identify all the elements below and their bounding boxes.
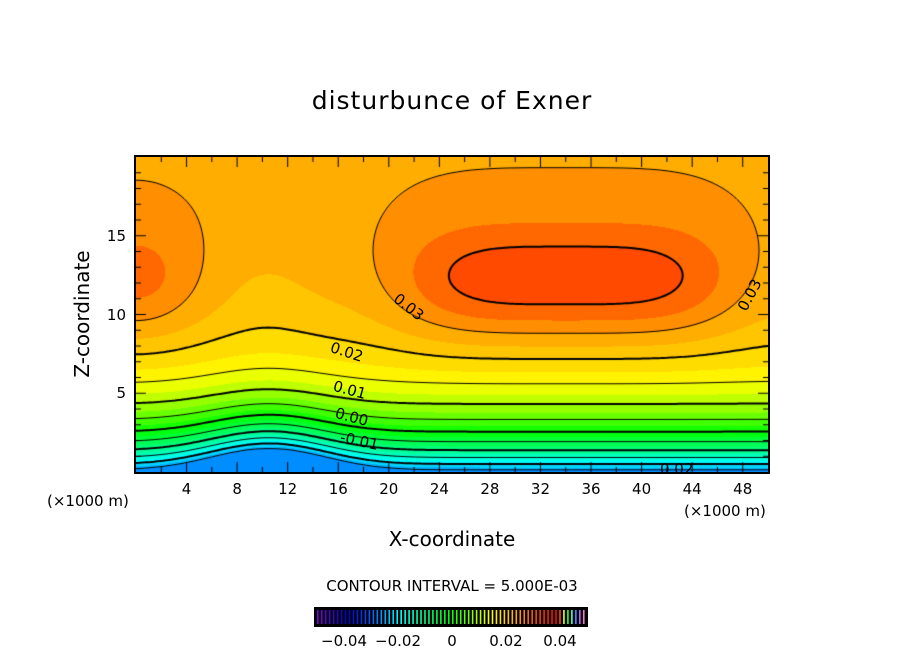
contour-label: 0.02 <box>660 460 694 478</box>
colorbar-swatch <box>416 610 418 624</box>
x-tick-label: 16 <box>328 480 348 498</box>
colorbar-swatch <box>471 610 474 624</box>
chart-title: disturbunce of Exner <box>311 86 593 115</box>
colorbar-swatch <box>396 610 398 624</box>
colorbar-swatch <box>420 610 422 624</box>
colorbar-tick-label: 0.04 <box>543 632 577 650</box>
x-tick-label: 24 <box>429 480 449 498</box>
x-unit-right: (×1000 m) <box>684 502 766 520</box>
colorbar-swatch <box>348 610 351 624</box>
colorbar-swatch <box>408 610 410 624</box>
colorbar-swatch <box>388 610 391 624</box>
colorbar-swatch <box>372 610 375 624</box>
colorbar-swatch <box>551 610 553 624</box>
colorbar-swatch <box>324 610 327 624</box>
colorbar-swatch <box>575 610 577 624</box>
colorbar-swatch <box>344 610 347 624</box>
colorbar-swatch <box>451 610 454 624</box>
colorbar-swatch <box>440 610 442 624</box>
colorbar-swatch <box>448 610 450 624</box>
colorbar-swatch <box>543 610 545 624</box>
colorbar-tick-label: −0.02 <box>375 632 421 650</box>
y-tick-label: 15 <box>106 226 126 245</box>
colorbar-swatch <box>535 610 537 624</box>
colorbar-swatch <box>360 610 363 624</box>
colorbar-swatch <box>523 610 526 624</box>
colorbar-swatch <box>392 610 395 624</box>
x-tick-label: 36 <box>581 480 601 498</box>
colorbar-swatch <box>432 610 434 624</box>
x-tick-label: 8 <box>232 480 242 498</box>
colorbar-tick-label: 0.02 <box>489 632 523 650</box>
x-tick-label: 4 <box>181 480 192 498</box>
x-tick-label: 40 <box>632 480 652 498</box>
colorbar-swatch <box>467 610 470 624</box>
colorbar-swatch <box>463 610 466 624</box>
colorbar-swatch <box>582 610 585 624</box>
colorbar-swatch <box>515 610 518 624</box>
colorbar-swatch <box>364 610 367 624</box>
x-tick-label: 44 <box>682 480 702 498</box>
colorbar-swatch <box>571 610 573 624</box>
colorbar-swatch <box>579 610 581 624</box>
y-axis-label: Z-coordinate <box>70 250 94 378</box>
colorbar-swatch <box>487 610 490 624</box>
colorbar-swatch <box>503 610 506 624</box>
colorbar-swatch <box>428 610 430 624</box>
x-tick-label: 28 <box>480 480 500 498</box>
colorbar-swatch <box>547 610 549 624</box>
x-axis-label: X-coordinate <box>388 527 516 551</box>
colorbar-swatch <box>336 610 339 624</box>
colorbar-swatch <box>555 610 557 624</box>
x-tick-label: 48 <box>733 480 753 498</box>
contour-field <box>136 157 768 472</box>
colorbar-swatch <box>332 610 335 624</box>
x-tick-label: 20 <box>379 480 399 498</box>
colorbar-swatch <box>380 610 383 624</box>
colorbar-swatch <box>404 610 406 624</box>
colorbar-swatch <box>479 610 482 624</box>
y-tick-label: 10 <box>106 305 126 324</box>
x-unit-left: (×1000 m) <box>47 492 129 510</box>
colorbar-swatch <box>567 610 569 624</box>
colorbar-swatch <box>455 610 458 624</box>
colorbar-swatch <box>539 610 541 624</box>
colorbar-swatch <box>376 610 379 624</box>
colorbar-swatch <box>328 610 331 624</box>
y-tick-label: 5 <box>116 384 126 403</box>
colorbar-swatch <box>340 610 343 624</box>
colorbar-frame <box>314 607 588 627</box>
colorbar-swatch <box>424 610 426 624</box>
colorbar-swatch <box>412 610 414 624</box>
colorbar-swatch <box>320 610 323 624</box>
colorbar-swatch <box>475 610 478 624</box>
colorbar-swatch <box>384 610 387 624</box>
colorbar-swatch <box>495 610 498 624</box>
colorbar-swatch <box>317 610 319 624</box>
colorbar-swatch <box>531 610 533 624</box>
colorbar-swatch <box>563 610 565 624</box>
colorbar-swatch <box>519 610 522 624</box>
plot-area <box>134 155 770 474</box>
x-tick-label: 32 <box>530 480 551 498</box>
colorbar-tick-label: −0.04 <box>321 632 367 650</box>
colorbar-swatch <box>507 610 510 624</box>
contour-interval: CONTOUR INTERVAL = 5.000E-03 <box>326 577 578 595</box>
colorbar-swatch <box>436 610 438 624</box>
colorbar-swatch <box>559 610 561 624</box>
colorbar-swatch <box>352 610 355 624</box>
colorbar <box>314 607 588 627</box>
colorbar-tick-label: 0 <box>447 632 457 650</box>
colorbar-swatch <box>459 610 462 624</box>
colorbar-swatch <box>527 610 530 624</box>
colorbar-swatch <box>491 610 494 624</box>
colorbar-swatch <box>444 610 446 624</box>
colorbar-swatch <box>511 610 514 624</box>
colorbar-swatch <box>368 610 371 624</box>
colorbar-swatch <box>483 610 486 624</box>
colorbar-swatch <box>400 610 402 624</box>
colorbar-swatch <box>499 610 502 624</box>
x-tick-label: 12 <box>278 480 298 498</box>
colorbar-swatch <box>356 610 359 624</box>
